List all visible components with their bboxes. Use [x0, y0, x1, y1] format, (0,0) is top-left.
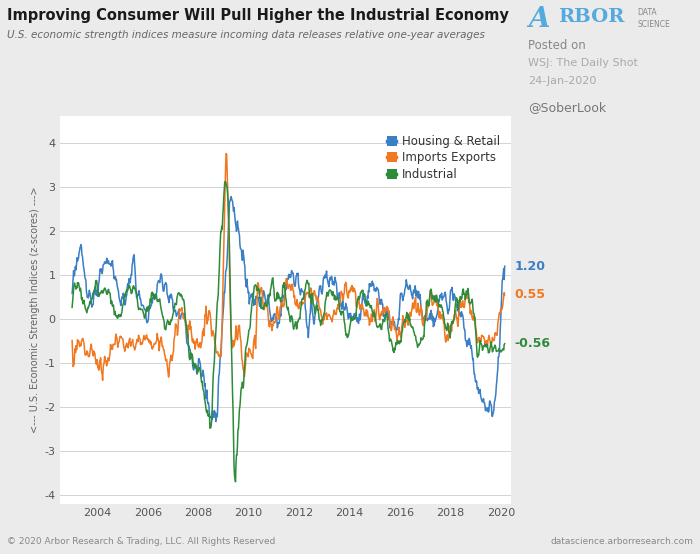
Text: 1.20: 1.20: [514, 260, 545, 273]
Text: Posted on: Posted on: [528, 39, 587, 52]
Text: A: A: [528, 6, 550, 33]
Text: WSJ: The Daily Shot: WSJ: The Daily Shot: [528, 58, 638, 68]
Text: 0.55: 0.55: [514, 288, 545, 301]
Text: 24-Jan-2020: 24-Jan-2020: [528, 76, 597, 86]
Text: @SoberLook: @SoberLook: [528, 101, 607, 114]
Text: RBOR: RBOR: [558, 8, 624, 26]
Text: Improving Consumer Will Pull Higher the Industrial Economy: Improving Consumer Will Pull Higher the …: [7, 8, 509, 23]
Text: © 2020 Arbor Research & Trading, LLC. All Rights Reserved: © 2020 Arbor Research & Trading, LLC. Al…: [7, 537, 275, 546]
Text: U.S. economic strength indices measure incoming data releases relative one-year : U.S. economic strength indices measure i…: [7, 30, 485, 40]
Y-axis label: <--- U.S. Economic Strength Indices (z-scores) --->: <--- U.S. Economic Strength Indices (z-s…: [30, 187, 40, 433]
Text: DATA
SCIENCE: DATA SCIENCE: [637, 8, 670, 29]
Text: -0.56: -0.56: [514, 337, 550, 350]
Legend: Housing & Retail, Imports Exports, Industrial: Housing & Retail, Imports Exports, Indus…: [382, 130, 505, 186]
Text: datascience.arborresearch.com: datascience.arborresearch.com: [550, 537, 693, 546]
